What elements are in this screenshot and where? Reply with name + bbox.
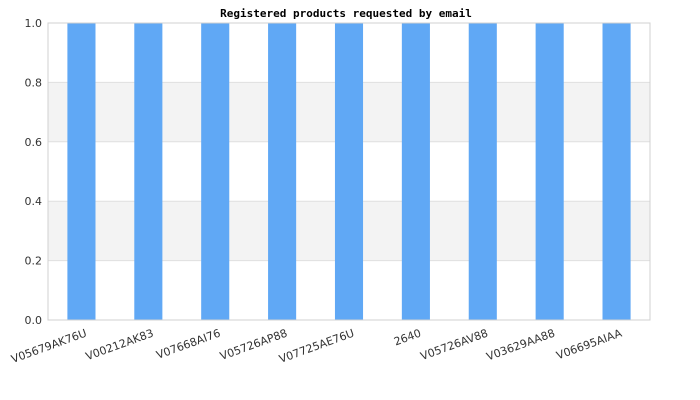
- bars: [67, 23, 631, 320]
- x-tick-label: V03629AA88: [485, 327, 557, 364]
- bar: [602, 23, 631, 320]
- plot-frame: [47, 22, 651, 321]
- bar: [401, 23, 430, 320]
- y-tick-label: 0.8: [25, 76, 43, 89]
- bar: [201, 23, 230, 320]
- x-tick-label: 2640: [392, 327, 423, 349]
- x-tick-label: V05726AV88: [419, 327, 490, 363]
- y-axis-ticks: 0.0 0.2 0.4 0.6 0.8 1.0: [25, 17, 43, 327]
- x-tick-label: V07725AE76U: [277, 327, 356, 366]
- bar: [67, 23, 96, 320]
- y-tick-label: 0.6: [25, 136, 43, 149]
- chart-title: Registered products requested by email: [220, 7, 472, 20]
- bar: [535, 23, 564, 320]
- x-tick-label: V00212AK83: [84, 327, 155, 364]
- bar: [134, 23, 163, 320]
- bar: [468, 23, 497, 320]
- x-tick-label: V07668AI76: [155, 327, 223, 362]
- x-tick-label: V06695AIAA: [555, 326, 624, 362]
- x-tick-label: V05679AK76U: [9, 327, 88, 366]
- y-tick-label: 1.0: [25, 17, 43, 30]
- bar: [268, 23, 297, 320]
- y-tick-label: 0.4: [25, 195, 43, 208]
- y-tick-label: 0.2: [25, 255, 43, 268]
- bar: [334, 23, 364, 320]
- y-tick-label: 0.0: [25, 314, 43, 327]
